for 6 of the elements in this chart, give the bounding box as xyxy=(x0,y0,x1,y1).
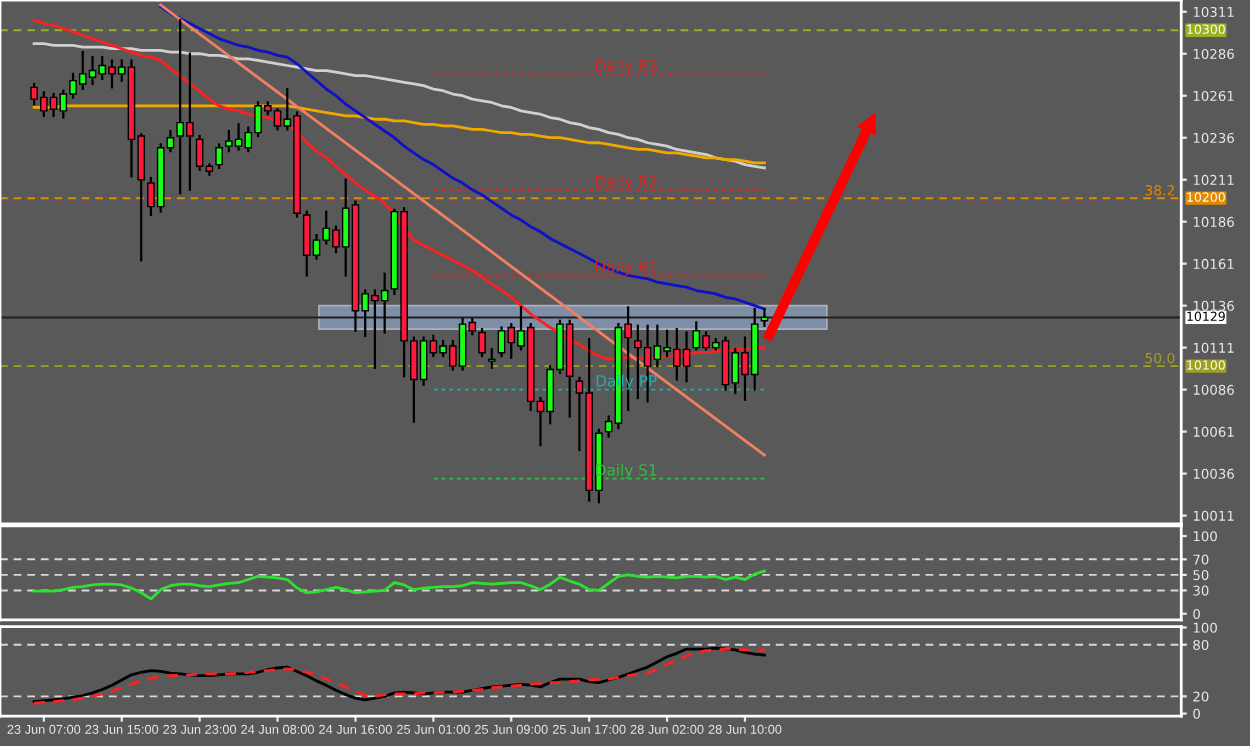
line-series xyxy=(32,42,766,170)
line-series xyxy=(159,5,766,311)
line-series xyxy=(32,569,766,601)
candlestick xyxy=(487,348,496,369)
candlestick xyxy=(478,328,486,358)
candlestick xyxy=(215,143,223,170)
